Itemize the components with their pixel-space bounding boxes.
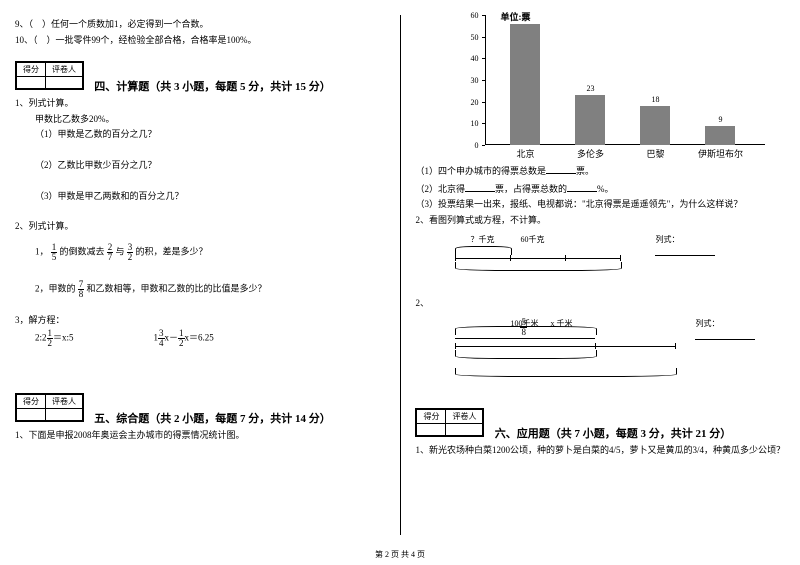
p4-1-pre: 甲数比乙数多20%。 xyxy=(35,113,390,126)
q9: 9、（ ）任何一个质数加1，必定得到一个合数。 xyxy=(15,18,390,31)
score-box-6: 得分评卷人 xyxy=(415,408,484,437)
p5-1: 1、下面是申报2008年奥运会主办城市的得票情况统计图。 xyxy=(15,429,390,442)
p4-1-3: （3）甲数是甲乙两数和的百分之几？ xyxy=(35,190,390,203)
p4-3: 3，解方程： xyxy=(15,314,390,327)
section6-title: 六、应用题（共 7 小题，每题 3 分，共计 21 分） xyxy=(495,428,732,440)
section5-title: 五、综合题（共 2 小题，每题 7 分，共计 14 分） xyxy=(94,413,331,425)
score-box-5: 得分评卷人 xyxy=(15,393,84,422)
p4-1-1: （1）甲数是乙数的百分之几？ xyxy=(35,128,390,141)
p5-1-3: （3）投票结果一出来，报纸、电视都说："北京得票是遥遥领先"，为什么这样说？ xyxy=(415,198,790,211)
diagram-2: 58 100千米 x 千米 列式： xyxy=(455,318,715,388)
p5-1-1: （1）四个申办城市的得票总数是票。 xyxy=(415,163,790,178)
score-box: 得分评卷人 xyxy=(15,61,84,90)
d2-pre: 2、 xyxy=(415,297,790,310)
p5-2: 2、看图列算式或方程，不计算。 xyxy=(415,214,790,227)
p4-1-2: （2）乙数比甲数少百分之几？ xyxy=(35,159,390,172)
q10: 10、（ ）一批零件99个，经检验全部合格，合格率是100%。 xyxy=(15,34,390,47)
bar-chart: 单位:票 010203040506056北京23多伦多18巴黎9伊斯坦布尔 xyxy=(455,15,765,160)
diagram-1: ？千克 60千克 列式： xyxy=(455,234,715,289)
p4-2-1: 1， 15 的倒数减去 27 与 32 的积，差是多少？ xyxy=(35,243,390,262)
p6-1: 1、新光农场种白菜1200公顷，种的萝卜是白菜的4/5，萝卜又是黄瓜的3/4，种… xyxy=(415,444,790,457)
section4-title: 四、计算题（共 3 小题，每题 5 分，共计 15 分） xyxy=(94,81,331,93)
right-column: 单位:票 010203040506056北京23多伦多18巴黎9伊斯坦布尔 （1… xyxy=(400,0,800,565)
p4-1: 1、列式计算。 xyxy=(15,97,390,110)
p4-2: 2、列式计算。 xyxy=(15,220,390,233)
p5-1-2: （2）北京得票，占得票总数的%。 xyxy=(415,181,790,196)
page-footer: 第 2 页 共 4 页 xyxy=(0,549,800,560)
eq1: 2:212＝x:5 xyxy=(35,329,74,348)
eq2: 134x－12x＝6.25 xyxy=(154,329,214,348)
equations: 2:212＝x:5 134x－12x＝6.25 xyxy=(35,329,390,348)
p4-2-2: 2，甲数的 78 和乙数相等，甲数和乙数的比的比值是多少？ xyxy=(35,280,390,299)
left-column: 9、（ ）任何一个质数加1，必定得到一个合数。 10、（ ）一批零件99个，经检… xyxy=(0,0,400,565)
